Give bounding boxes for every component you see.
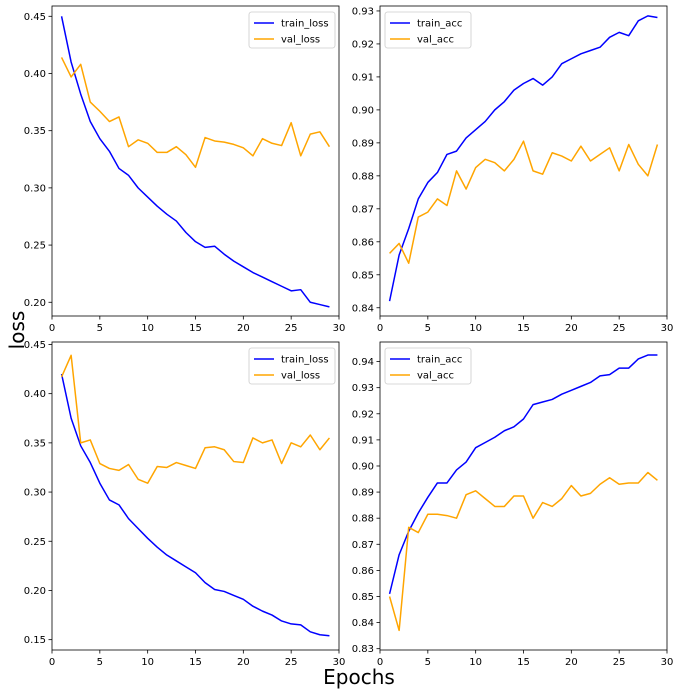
y-tick-label: 0.92 — [352, 39, 374, 50]
series-line-val_loss — [60, 57, 331, 169]
series-line-val_acc — [389, 140, 659, 264]
subplot-bottom-left: 0 5 10 15 20 25 30 0.15 0.20 0.25 0.30 0.35 0.40 0.45… — [24, 340, 346, 668]
subplot-bottom-right: 0 5 10 15 20 25 30 0.83 0.84 0.85 0.86 0.87 0.88 0.89… — [352, 341, 674, 668]
y-tick-label: 0.90 — [352, 105, 374, 116]
x-tick-label: 25 — [613, 323, 626, 334]
y-tick-label: 0.88 — [352, 514, 374, 525]
x-tick-label: 15 — [517, 657, 530, 668]
x-tick-label: 30 — [333, 323, 346, 334]
x-tick-label: 25 — [285, 323, 298, 334]
y-tick-label: 0.30 — [24, 488, 46, 499]
series-line-val_acc — [388, 471, 658, 632]
y-tick-label: 0.93 — [352, 383, 374, 394]
x-tick-label: 10 — [141, 323, 154, 334]
figure-xlabel: Epochs — [323, 665, 395, 689]
x-tick-label: 5 — [425, 657, 431, 668]
x-tick-label: 25 — [613, 657, 626, 668]
x-tick-label: 0 — [377, 657, 383, 668]
y-tick-label: 0.25 — [24, 241, 46, 252]
y-tick-label: 0.85 — [352, 592, 374, 603]
legend-label-val_acc: val_acc — [417, 371, 454, 382]
y-tick-label: 0.91 — [352, 435, 374, 446]
x-tick-label: 5 — [97, 323, 103, 334]
y-tick-label: 0.25 — [24, 537, 46, 548]
y-tick-label: 0.88 — [352, 171, 374, 182]
x-tick-label: 20 — [565, 657, 578, 668]
y-tick-label: 0.84 — [352, 618, 374, 629]
y-tick-label: 0.87 — [352, 540, 374, 551]
y-tick-label: 0.40 — [24, 389, 46, 400]
x-tick-label: 0 — [49, 323, 55, 334]
y-tick-label: 0.85 — [352, 270, 374, 281]
y-tick-label: 0.92 — [352, 409, 374, 420]
series-line-train_loss — [60, 373, 330, 637]
y-tick-label: 0.20 — [24, 586, 46, 597]
y-tick-label: 0.87 — [352, 204, 374, 215]
series-line-train_loss — [60, 16, 330, 308]
legend-label-val_acc: val_acc — [417, 35, 454, 46]
legend: train_acc val_acc — [384, 11, 472, 49]
legend-label-train_loss: train_loss — [281, 355, 329, 366]
y-tick-label: 0.83 — [352, 644, 374, 655]
x-tick-label: 10 — [469, 657, 482, 668]
y-tick-label: 0.89 — [352, 488, 374, 499]
y-tick-label: 0.94 — [352, 357, 374, 368]
legend: train_loss val_loss — [248, 11, 336, 49]
legend-label-val_loss: val_loss — [281, 371, 320, 382]
x-tick-label: 0 — [49, 657, 55, 668]
y-tick-label: 0.45 — [24, 12, 46, 23]
series-line-train_acc — [388, 15, 658, 302]
y-tick-label: 0.86 — [352, 566, 374, 577]
x-tick-label: 20 — [565, 323, 578, 334]
x-tick-label: 5 — [425, 323, 431, 334]
x-tick-label: 20 — [237, 657, 250, 668]
legend-label-train_loss: train_loss — [281, 19, 329, 30]
y-tick-label: 0.90 — [352, 461, 374, 472]
x-tick-label: 25 — [285, 657, 298, 668]
y-tick-label: 0.93 — [352, 6, 374, 17]
plot-area — [52, 6, 339, 316]
y-tick-label: 0.30 — [24, 183, 46, 194]
plot-area — [380, 6, 667, 316]
x-tick-label: 10 — [141, 657, 154, 668]
figure-ylabel: loss — [5, 311, 29, 350]
legend: train_loss val_loss — [248, 347, 336, 385]
x-tick-label: 0 — [377, 323, 383, 334]
x-tick-label: 15 — [189, 323, 202, 334]
subplot-top-right: 0 5 10 15 20 25 30 0.84 0.85 0.86 0.87 0.88 0.89 0.90… — [352, 5, 674, 334]
y-tick-label: 0.89 — [352, 138, 374, 149]
x-tick-label: 30 — [661, 657, 674, 668]
legend-label-train_acc: train_acc — [417, 19, 462, 30]
y-tick-label: 0.86 — [352, 237, 374, 248]
x-tick-label: 10 — [469, 323, 482, 334]
legend-label-train_acc: train_acc — [417, 355, 462, 366]
y-tick-label: 0.91 — [352, 72, 374, 83]
y-tick-label: 0.15 — [24, 635, 46, 646]
series-line-train_acc — [388, 354, 658, 595]
y-tick-label: 0.84 — [352, 303, 374, 314]
y-tick-label: 0.20 — [24, 298, 46, 309]
series-line-val_loss — [60, 354, 331, 484]
subplot-grid: 0 5 10 15 20 25 30 0.20 0.25 0.30 0.35 0.40 0.45 trai… — [24, 5, 674, 668]
x-tick-label: 30 — [333, 657, 346, 668]
y-tick-label: 0.35 — [24, 126, 46, 137]
legend: train_acc val_acc — [384, 347, 472, 385]
legend-label-val_loss: val_loss — [281, 35, 320, 46]
y-tick-label: 0.40 — [24, 69, 46, 80]
plot-area — [52, 342, 339, 650]
x-tick-label: 15 — [189, 657, 202, 668]
x-tick-label: 20 — [237, 323, 250, 334]
x-tick-label: 5 — [97, 657, 103, 668]
x-tick-label: 30 — [661, 323, 674, 334]
subplot-top-left: 0 5 10 15 20 25 30 0.20 0.25 0.30 0.35 0.40 0.45 trai… — [24, 5, 346, 334]
y-tick-label: 0.35 — [24, 438, 46, 449]
y-tick-label: 0.45 — [24, 340, 46, 351]
x-tick-label: 15 — [517, 323, 530, 334]
